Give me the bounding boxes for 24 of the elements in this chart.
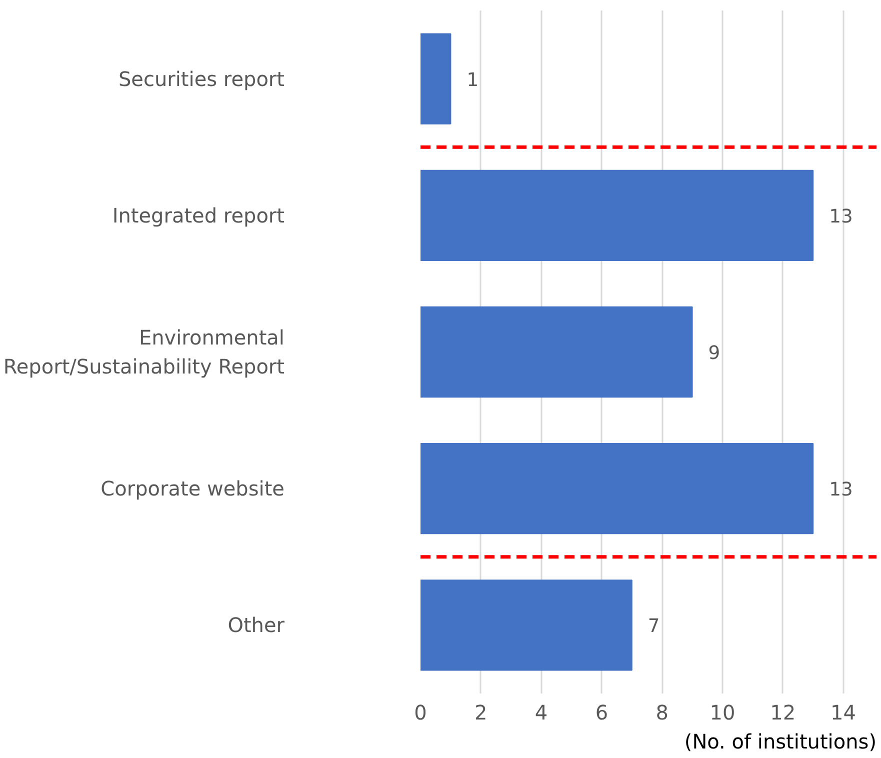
bar (420, 170, 814, 261)
x-axis-title: (No. of institutions) (684, 730, 877, 754)
data-label: 7 (648, 616, 660, 638)
x-tick-label: 2 (474, 700, 488, 724)
data-label: 9 (708, 343, 720, 364)
x-tick-label: 8 (656, 700, 668, 724)
data-label: 13 (829, 206, 853, 228)
x-tick-label: 10 (710, 700, 736, 724)
y-tick-label: Environmental Report/Sustainability Report (3, 326, 285, 378)
bar (420, 306, 693, 398)
y-tick-label: Securities report (118, 66, 285, 91)
bar (420, 580, 632, 671)
x-tick-label: 12 (770, 700, 796, 724)
data-label: 13 (829, 480, 853, 501)
bar (420, 443, 814, 534)
y-tick-label: Other (228, 613, 286, 638)
x-tick-label: 14 (830, 700, 856, 724)
y-tick-label: Corporate website (100, 476, 285, 501)
bar (420, 33, 452, 124)
x-tick-label: 6 (595, 700, 608, 724)
x-tick-label: 0 (414, 700, 427, 724)
x-tick-label: 4 (534, 700, 548, 724)
y-tick-label: Integrated report (112, 203, 285, 228)
data-label: 1 (466, 70, 479, 91)
